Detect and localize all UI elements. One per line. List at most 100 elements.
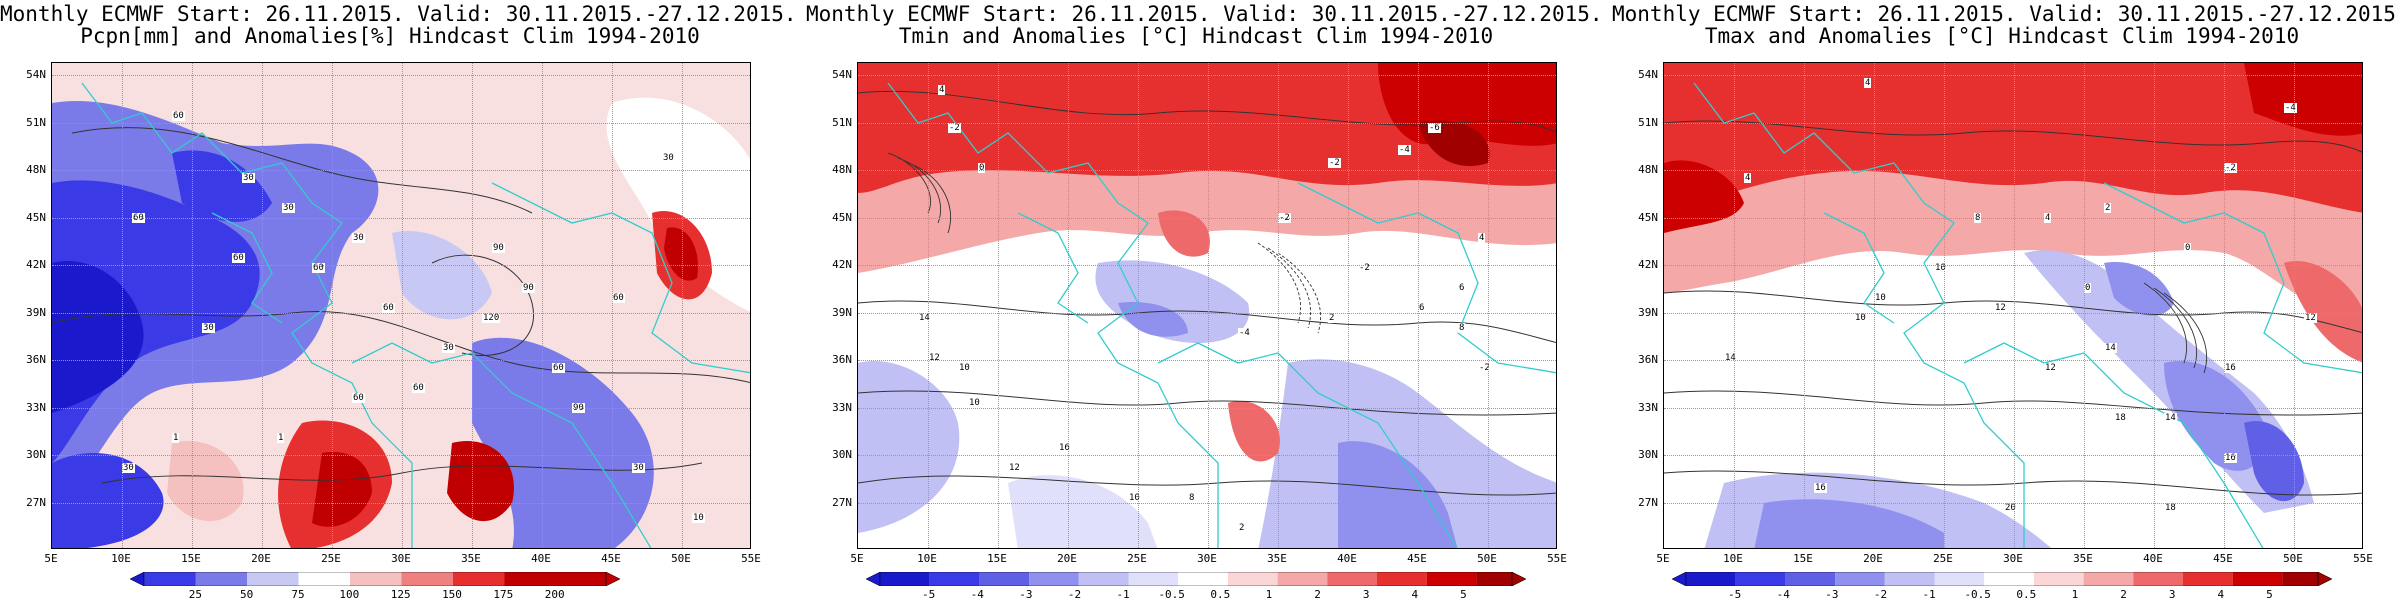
contour-label: 30 (242, 173, 255, 183)
latitude-label: 33N (832, 400, 852, 414)
grid-line (1664, 312, 2362, 314)
grid-line (1874, 63, 1875, 548)
contour-label: 2 (2104, 203, 2112, 213)
grid-line (1068, 63, 1069, 548)
contour-label: 12 (2044, 363, 2057, 373)
colorbar-label: -5 (1727, 588, 1742, 601)
panel-title-line2: Pcpn[mm] and Anomalies[%] Hindcast Clim … (80, 24, 700, 48)
grid-line (858, 122, 1556, 124)
grid-line (122, 63, 123, 548)
longitude-label: 40E (2143, 552, 2163, 565)
grid-line (52, 265, 750, 266)
colorbar-label: -2 (1873, 588, 1888, 601)
grid-line (1138, 63, 1139, 548)
panel-title-line2: Tmax and Anomalies [°C] Hindcast Clim 19… (1704, 24, 2300, 48)
latitude-label: 27N (832, 495, 852, 509)
grid-line (1734, 63, 1735, 548)
contour-label: 10 (1934, 263, 1947, 273)
contour-label: 0 (2084, 283, 2092, 293)
longitude-label: 35E (461, 552, 481, 565)
latitude-label: 27N (1638, 495, 1658, 509)
grid-line (998, 63, 999, 548)
contour-label: 1 (277, 433, 285, 443)
contour-label: 30 (282, 203, 295, 213)
contour-label: 60 (352, 393, 365, 403)
grid-line (1488, 63, 1489, 548)
grid-line (52, 312, 750, 314)
contour-label: -2 (1328, 158, 1341, 168)
latitude-label: 48N (26, 163, 46, 176)
contour-label: 90 (492, 243, 505, 253)
longitude-label: 10E (917, 552, 937, 565)
contour-label: 14 (2164, 413, 2177, 423)
contour-label: 6 (1458, 283, 1466, 293)
latitude-label: 42N (1638, 258, 1658, 271)
grid-line (52, 217, 750, 219)
latitude-label: 42N (26, 258, 46, 271)
tmax-map: 4 -4 -2 4 2 0 4 8 10 12 14 10 0 10 14 16 12 18 14 16 20 18 16 1… (1663, 62, 2363, 549)
colorbar-label: -3 (1019, 588, 1033, 601)
longitude-label: 45E (1407, 552, 1427, 565)
contour-label: 30 (202, 323, 215, 333)
latitude-label: 30N (832, 448, 852, 461)
latitude-label: 48N (1638, 163, 1658, 176)
latitude-label: 39N (1638, 305, 1658, 319)
colorbar-label: 0.5 (2016, 588, 2037, 601)
longitude-label: 30E (2003, 552, 2023, 565)
colorbar-label: 175 (493, 588, 514, 601)
contour-label: 60 (172, 111, 185, 121)
colorbar-label: -1 (1922, 588, 1936, 601)
tmax-colorbar (1672, 572, 2332, 586)
longitude-label: 55E (2353, 552, 2373, 565)
longitude-label: 5E (1656, 552, 1670, 565)
grid-line (192, 63, 193, 548)
contour-label: 10 (692, 513, 705, 523)
longitude-label: 10E (1723, 552, 1743, 565)
contour-label: -2 (948, 123, 961, 133)
colorbar-label: -2 (1067, 588, 1082, 601)
contour-label: 14 (2104, 343, 2117, 353)
longitude-label: 40E (531, 552, 551, 565)
tmin-colorbar (866, 572, 1526, 586)
grid-line (682, 63, 683, 548)
grid-line (1664, 122, 2362, 124)
grid-line (858, 170, 1556, 171)
colorbar-label: 75 (291, 588, 305, 601)
grid-line (52, 360, 750, 361)
colorbar-label: -0.5 (1964, 588, 1991, 601)
colorbar-label: 3 (1362, 588, 1370, 601)
contour-label: 30 (632, 463, 645, 473)
contour-label: -4 (1238, 328, 1251, 338)
contour-label: 0 (978, 163, 986, 173)
latitude-label: 33N (1638, 400, 1658, 414)
contour-label: 4 (938, 85, 946, 95)
longitude-label: 45E (2213, 552, 2233, 565)
grid-line (1348, 63, 1349, 548)
grid-line (2084, 63, 2085, 548)
grid-line (1664, 407, 2362, 409)
contour-label: 60 (552, 363, 565, 373)
precip-panel: Monthly ECMWF Start: 26.11.2015. Valid: … (0, 0, 797, 601)
colorbar-label: 5 (2266, 588, 2273, 601)
contour-label: 18 (2164, 503, 2177, 513)
longitude-label: 30E (391, 552, 411, 565)
contour-label: -4 (1398, 145, 1411, 155)
latitude-label: 36N (1638, 353, 1658, 366)
grid-line (858, 502, 1556, 504)
longitude-label: 15E (987, 552, 1007, 565)
contour-label: 14 (918, 313, 931, 323)
colorbar-label: 25 (188, 588, 202, 601)
colorbar-label: 3 (2168, 588, 2176, 601)
longitude-label: 55E (1547, 552, 1567, 565)
grid-line (52, 122, 750, 124)
contour-label: 16 (1058, 443, 1071, 453)
latitude-label: 45N (1638, 210, 1658, 224)
grid-line (1664, 217, 2362, 219)
longitude-label: 50E (2283, 552, 2303, 565)
contour-label: 30 (122, 463, 135, 473)
contour-label: 10 (1854, 313, 1867, 323)
contour-label: 60 (232, 253, 245, 263)
longitude-label: 5E (44, 552, 58, 565)
colorbar-label: 125 (390, 588, 411, 601)
latitude-label: 51N (26, 115, 46, 129)
